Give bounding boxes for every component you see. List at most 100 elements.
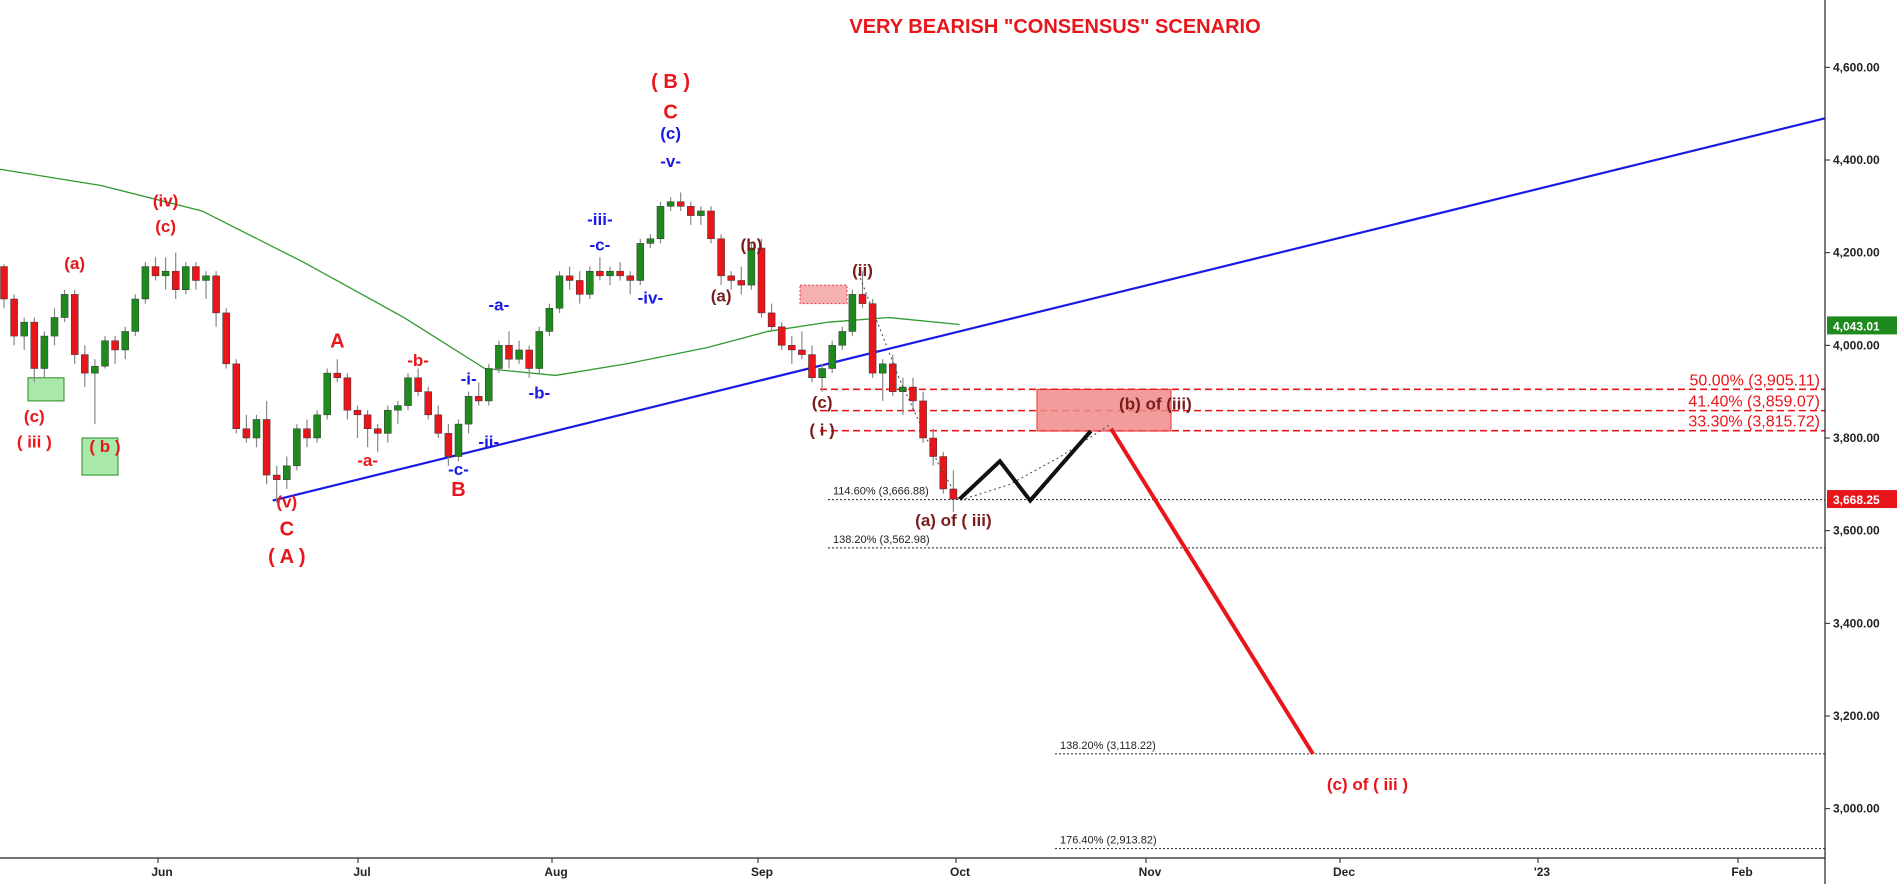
candle-body [838, 331, 847, 346]
chart-title: VERY BEARISH "CONSENSUS" SCENARIO [849, 16, 1260, 38]
candle-body [575, 280, 584, 295]
fib-label: 33.30% (3,815.72) [1688, 414, 1820, 431]
candle-body [30, 321, 39, 369]
wave-label: (b) of (iii) [1119, 394, 1192, 413]
candle-body [777, 326, 786, 346]
candle-body [384, 409, 392, 434]
wave-label: (ii) [852, 261, 873, 280]
candle-body [545, 308, 554, 332]
candle-body [424, 391, 432, 416]
time-tick-label: Feb [1731, 865, 1752, 879]
wave-label: -v- [660, 152, 681, 171]
candle-body [232, 363, 241, 429]
wave-label: ( iii ) [17, 432, 52, 451]
candle-body [505, 345, 513, 360]
fib-label: 50.00% (3,905.11) [1690, 372, 1820, 389]
wave-label: C [280, 518, 294, 540]
candle-body [161, 270, 170, 277]
candle-body [818, 368, 826, 379]
candle-body [242, 428, 251, 439]
wave-label: (c) of ( iii ) [1327, 775, 1408, 794]
candle-body [10, 298, 18, 337]
time-tick-label: Aug [544, 865, 567, 879]
candle-body [252, 419, 261, 439]
candle-body [91, 365, 99, 374]
price-tick-label: 4,400.00 [1833, 153, 1880, 167]
candle-body [798, 349, 806, 355]
candle-body [606, 270, 614, 277]
candle-body [747, 247, 756, 286]
target-zone [1036, 388, 1172, 432]
candle-body [101, 340, 109, 367]
candle-body [333, 372, 342, 379]
trendline-layer [272, 117, 1826, 502]
price-axis: 3,000.00 3,200.00 3,400.00 3,600.00 3,800.00… [1824, 0, 1897, 884]
candle-body [40, 335, 49, 369]
candle-body [616, 270, 624, 277]
candle-body [848, 294, 857, 332]
candle-body [373, 428, 382, 434]
candle-body [222, 312, 230, 365]
candle-body [586, 270, 594, 295]
fib-label: 138.20% (3,562.98) [833, 534, 930, 546]
candle-body [151, 266, 160, 277]
price-tick-label: 4,200.00 [1833, 246, 1880, 260]
price-tick-label: 4,600.00 [1833, 60, 1880, 74]
candle-body [353, 409, 362, 416]
candle-body [313, 414, 321, 439]
time-tick-label: Dec [1333, 865, 1355, 879]
wave-label: -c- [448, 460, 469, 479]
candle-body [788, 345, 796, 351]
price-tag-bg [1827, 490, 1897, 509]
candle-body [0, 266, 8, 300]
candle-body [272, 474, 281, 480]
fib-label: 138.20% (3,118.22) [1060, 740, 1156, 752]
candle-body [828, 345, 836, 369]
candle-body [485, 368, 493, 402]
candle-body [60, 294, 69, 318]
time-tick-label: Oct [950, 865, 970, 879]
highlight-zones [27, 284, 1172, 476]
candle-body [464, 396, 473, 425]
wave-label: (a) [711, 286, 732, 305]
time-tick-label: Nov [1139, 865, 1162, 879]
resistance-zone [799, 284, 848, 305]
candle-body [636, 243, 645, 281]
candle-body [262, 419, 271, 476]
time-tick-label: Sep [751, 865, 773, 879]
candle-body [767, 312, 776, 328]
candle-body [535, 331, 544, 369]
candle-body [495, 345, 503, 369]
candle-body [131, 298, 140, 332]
candle-body [565, 275, 574, 281]
candle-body [808, 354, 816, 379]
projection-path-red [1109, 427, 1315, 756]
moving-average-line [0, 168, 960, 377]
candle-body [717, 238, 725, 277]
candle-body [444, 433, 453, 457]
price-tick-label: 3,600.00 [1833, 524, 1880, 538]
candle-body [394, 405, 402, 411]
price-tag-label: 4,043.01 [1833, 319, 1880, 333]
candle-body [909, 386, 917, 402]
price-tick-label: 3,400.00 [1833, 616, 1880, 630]
candle-body [646, 238, 655, 244]
fib-label: 176.40% (2,913.82) [1060, 835, 1157, 847]
price-tag-label: 3,668.25 [1833, 493, 1880, 507]
candle-body [858, 294, 867, 304]
candle-body [707, 210, 715, 240]
candle-body [919, 400, 927, 439]
wave-label: -ii- [478, 432, 499, 451]
candle-body [111, 340, 119, 351]
candlestick-series [0, 192, 958, 513]
candle-body [868, 303, 877, 374]
fibonacci-levels: 50.00% (3,905.11) 41.40% (3,859.07) 33.30%… [820, 372, 1825, 850]
wave-label: -b- [528, 384, 550, 403]
candle-body [515, 349, 523, 360]
candle-body [687, 206, 695, 216]
projection-path-black [958, 429, 1093, 504]
trendline [272, 117, 1826, 502]
candle-body [212, 275, 220, 314]
candle-body [141, 266, 150, 300]
